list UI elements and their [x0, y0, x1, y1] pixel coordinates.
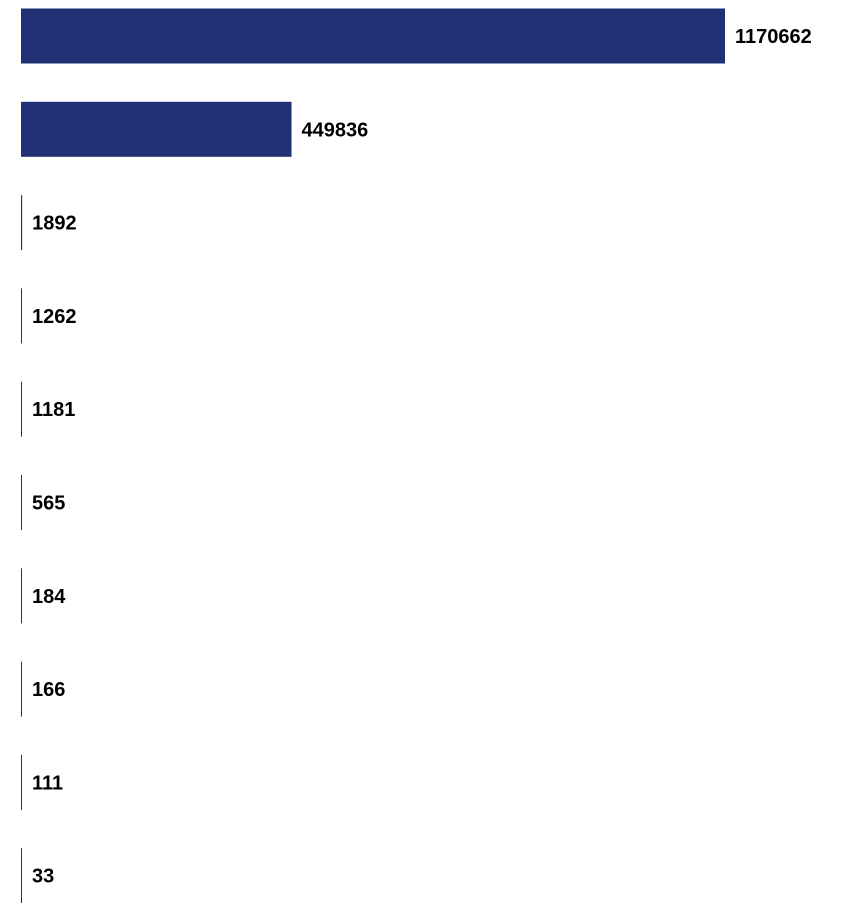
value-labels-group: 1170662 449836 1892 1262 1181 565 184 166 111 33 — [32, 26, 812, 888]
bar-8 — [21, 754, 22, 810]
value-label-8: 111 — [32, 772, 63, 794]
bar-7 — [21, 661, 22, 717]
bars-group — [21, 8, 725, 903]
value-label-4: 1181 — [32, 399, 75, 421]
bar-3 — [21, 288, 22, 344]
value-label-2: 1892 — [32, 213, 77, 235]
bar-9 — [21, 848, 22, 903]
value-label-1: 449836 — [302, 119, 369, 141]
bar-2 — [21, 195, 23, 251]
bar-0 — [21, 8, 725, 64]
bar-5 — [21, 475, 22, 530]
value-label-5: 565 — [32, 493, 65, 515]
bar-1 — [21, 101, 292, 157]
bar-6 — [21, 568, 22, 624]
value-label-3: 1262 — [32, 306, 77, 328]
value-label-7: 166 — [32, 679, 65, 701]
value-label-0: 1170662 — [735, 26, 812, 48]
bar-4 — [21, 381, 22, 437]
value-label-6: 184 — [32, 586, 66, 608]
value-label-9: 33 — [32, 866, 54, 888]
